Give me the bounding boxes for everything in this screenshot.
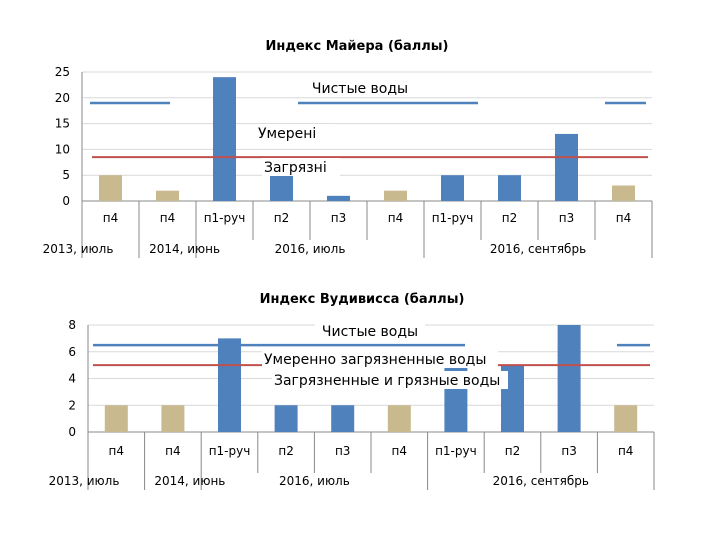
- chart-title: Индекс Майера (баллы): [265, 39, 448, 54]
- annotation-background: [272, 371, 508, 389]
- group-label: 2016, сентябрь: [493, 474, 589, 488]
- group-label: 2014, июнь: [154, 474, 225, 488]
- category-label: п2: [274, 211, 289, 225]
- annotation-background: [305, 79, 415, 97]
- group-label: 2016, июль: [279, 474, 350, 488]
- woodiwiss-index-chart: Индекс Вудивисса (баллы) 0 2 4 6 8 п4 п4 п1-руч…: [49, 292, 655, 490]
- bar: [327, 195, 350, 201]
- annotation-label: Загрязні: [264, 160, 327, 176]
- annotation-background: [262, 350, 498, 368]
- bar: [331, 405, 355, 432]
- category-label: п1-руч: [435, 444, 477, 458]
- category-label: п2: [502, 211, 517, 225]
- category-label: п1-руч: [204, 211, 246, 225]
- group-label: 2016, июль: [275, 242, 346, 256]
- category-label: п4: [618, 444, 633, 458]
- category-label: п4: [616, 211, 631, 225]
- group-label: 2013, июль: [43, 242, 114, 256]
- bar: [270, 170, 293, 201]
- category-label: п4: [388, 211, 403, 225]
- mayer-index-chart: Индекс Майера (баллы) 0 5 10 15 20 25 п4 п4 п1-р…: [43, 39, 653, 258]
- bar: [161, 405, 185, 432]
- bar: [555, 133, 578, 201]
- group-label: 2014, июнь: [149, 242, 220, 256]
- annotation-label: Загрязненные и грязные воды: [274, 373, 500, 389]
- group-label: 2016, сентябрь: [490, 242, 586, 256]
- annotation-label: Умеренно загрязненные воды: [264, 352, 486, 368]
- annotation-background: [315, 322, 425, 340]
- bar: [557, 325, 581, 432]
- y-tick-label: 8: [68, 318, 76, 332]
- category-label: п3: [559, 211, 574, 225]
- chart-title: Индекс Вудивисса (баллы): [260, 292, 465, 307]
- category-label: п2: [278, 444, 293, 458]
- y-tick-label: 15: [55, 117, 70, 131]
- y-tick-label: 5: [62, 168, 70, 182]
- y-tick-label: 6: [68, 345, 76, 359]
- category-label: п4: [109, 444, 124, 458]
- y-tick-label: 20: [55, 91, 70, 105]
- annotation-label: Чистые воды: [312, 81, 408, 97]
- category-label: п4: [165, 444, 180, 458]
- y-tick-label: 0: [68, 425, 76, 439]
- bar: [218, 338, 241, 432]
- category-label: п2: [505, 444, 520, 458]
- bar: [104, 405, 128, 432]
- annotation-background: [256, 124, 334, 142]
- category-label: п3: [331, 211, 346, 225]
- bar: [213, 77, 236, 201]
- category-label: п1-руч: [209, 444, 251, 458]
- annotation-label: Умерені: [258, 126, 316, 142]
- annotation-label: Чистые воды: [322, 324, 418, 340]
- y-tick-label: 0: [62, 194, 70, 208]
- category-label: п4: [103, 211, 118, 225]
- bar: [99, 175, 122, 201]
- bar: [387, 405, 411, 432]
- annotation-background: [262, 158, 340, 176]
- bar: [384, 190, 407, 201]
- bar: [498, 175, 521, 201]
- y-tick-label: 25: [55, 65, 70, 79]
- bar: [441, 175, 464, 201]
- y-tick-label: 2: [68, 398, 76, 412]
- category-label: п3: [335, 444, 350, 458]
- bar: [274, 405, 298, 432]
- category-label: п1-руч: [432, 211, 474, 225]
- category-label: п3: [561, 444, 576, 458]
- bar: [612, 185, 635, 201]
- bar: [156, 190, 179, 201]
- category-label: п4: [160, 211, 175, 225]
- category-label: п4: [392, 444, 407, 458]
- bar: [614, 405, 638, 432]
- y-tick-label: 4: [68, 372, 76, 386]
- y-tick-label: 10: [55, 142, 70, 156]
- group-label: 2013, июль: [49, 474, 120, 488]
